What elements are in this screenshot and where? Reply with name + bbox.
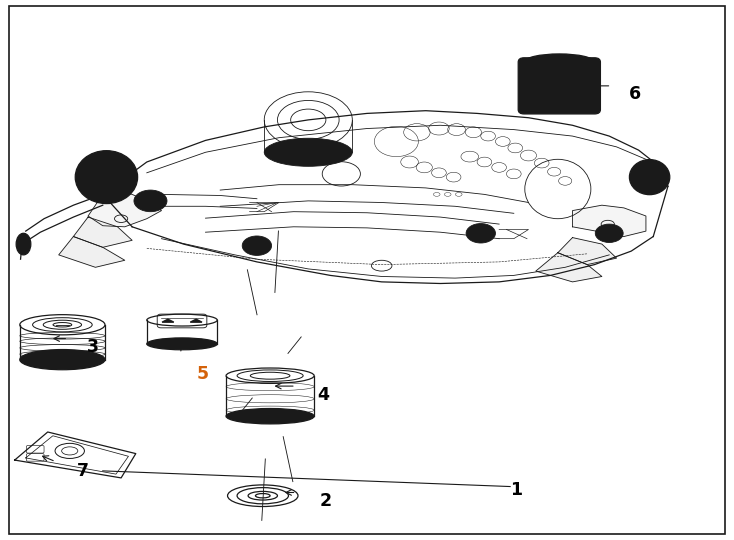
Ellipse shape bbox=[466, 224, 495, 243]
Ellipse shape bbox=[242, 236, 272, 255]
Polygon shape bbox=[15, 432, 136, 478]
Ellipse shape bbox=[595, 224, 623, 242]
Polygon shape bbox=[88, 190, 161, 227]
Text: 3: 3 bbox=[87, 338, 98, 356]
Ellipse shape bbox=[630, 160, 669, 195]
Ellipse shape bbox=[134, 190, 167, 212]
Polygon shape bbox=[558, 238, 617, 265]
Ellipse shape bbox=[20, 349, 105, 370]
Polygon shape bbox=[561, 59, 578, 65]
FancyBboxPatch shape bbox=[518, 58, 600, 114]
Polygon shape bbox=[573, 205, 646, 237]
Polygon shape bbox=[73, 217, 132, 247]
Text: 1: 1 bbox=[510, 481, 523, 500]
Ellipse shape bbox=[147, 338, 217, 350]
Text: 4: 4 bbox=[317, 386, 329, 404]
Polygon shape bbox=[59, 237, 125, 267]
Ellipse shape bbox=[264, 138, 352, 166]
Ellipse shape bbox=[75, 151, 138, 204]
Polygon shape bbox=[190, 319, 202, 322]
Ellipse shape bbox=[226, 408, 314, 424]
Polygon shape bbox=[162, 319, 174, 322]
Text: 6: 6 bbox=[629, 85, 642, 103]
Text: 5: 5 bbox=[197, 364, 209, 383]
Ellipse shape bbox=[16, 233, 31, 255]
Ellipse shape bbox=[524, 54, 595, 70]
Polygon shape bbox=[536, 253, 602, 282]
Text: 2: 2 bbox=[319, 491, 332, 510]
Polygon shape bbox=[540, 59, 558, 65]
Text: 7: 7 bbox=[77, 462, 89, 480]
